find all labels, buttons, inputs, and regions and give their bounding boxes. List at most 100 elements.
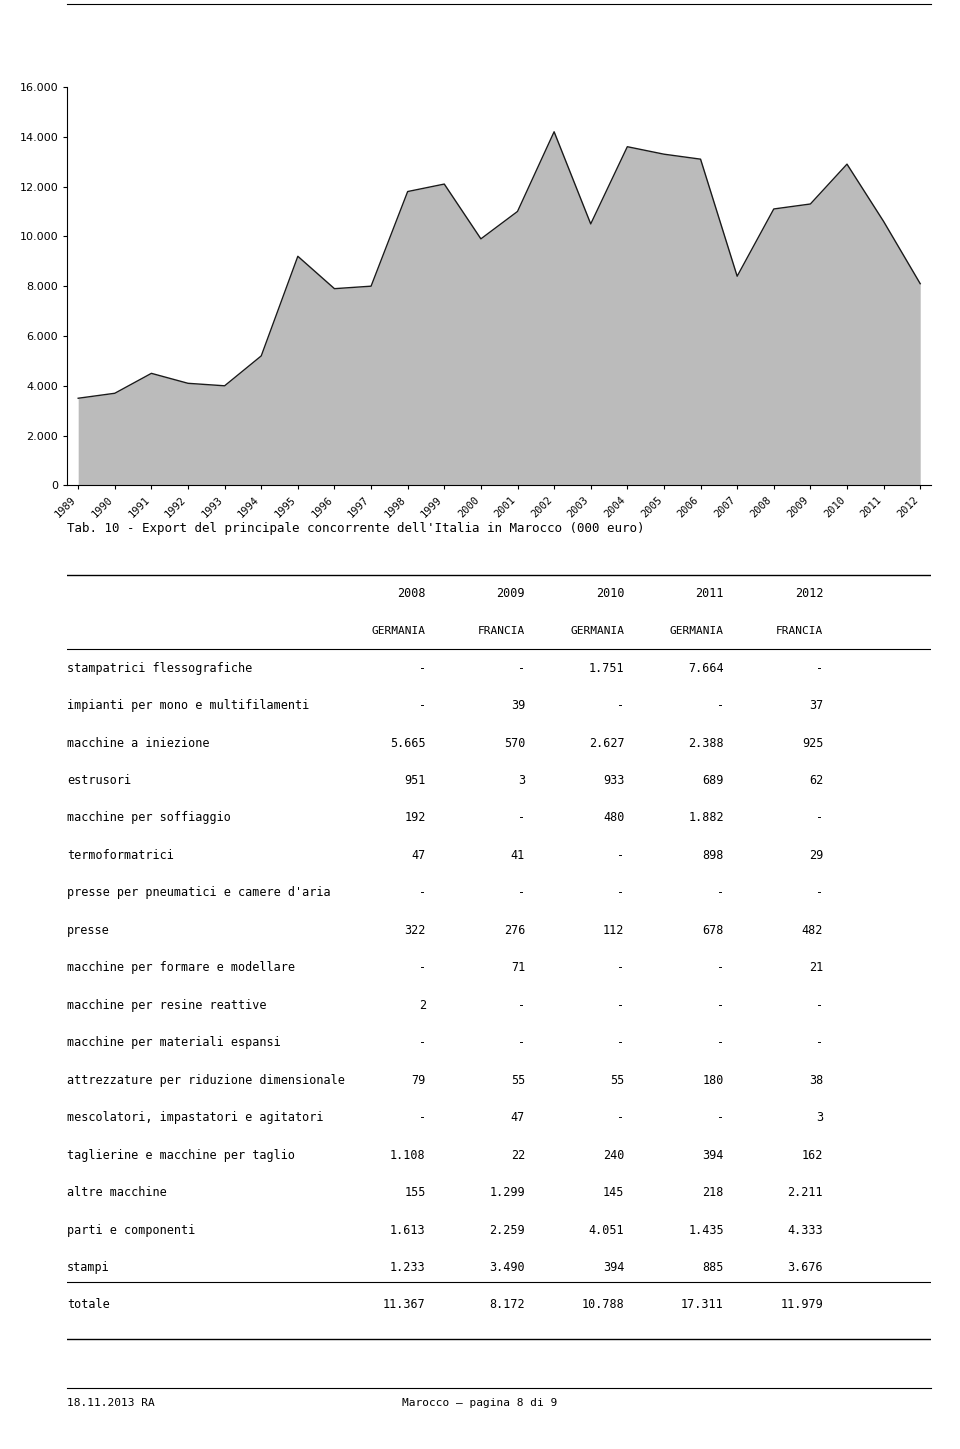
Text: macchine per resine reattive: macchine per resine reattive [67,998,267,1011]
Text: 3.676: 3.676 [787,1261,823,1274]
Text: 21: 21 [809,961,823,974]
Text: 1.435: 1.435 [688,1223,724,1236]
Text: 2008: 2008 [397,587,425,600]
Text: 79: 79 [412,1074,425,1087]
Text: -: - [419,887,425,900]
Text: -: - [617,887,624,900]
Text: macchine per soffiaggio: macchine per soffiaggio [67,811,231,824]
Text: -: - [816,998,823,1011]
Text: stampatrici flessografiche: stampatrici flessografiche [67,662,252,675]
Text: 1.233: 1.233 [390,1261,425,1274]
Text: -: - [419,698,425,711]
Text: 480: 480 [603,811,624,824]
Text: 145: 145 [603,1187,624,1200]
Text: GERMANIA: GERMANIA [670,626,724,636]
Text: attrezzature per riduzione dimensionale: attrezzature per riduzione dimensionale [67,1074,345,1087]
Text: mescolatori, impastatori e agitatori: mescolatori, impastatori e agitatori [67,1111,324,1124]
Text: 10.788: 10.788 [582,1298,624,1311]
Text: 925: 925 [802,736,823,749]
Text: -: - [816,662,823,675]
Text: 11.979: 11.979 [780,1298,823,1311]
Text: 41: 41 [511,849,525,862]
Text: impianti per mono e multifilamenti: impianti per mono e multifilamenti [67,698,309,711]
Text: -: - [419,1111,425,1124]
Text: 2009: 2009 [496,587,525,600]
Text: -: - [617,1111,624,1124]
Text: termoformatrici: termoformatrici [67,849,174,862]
Text: 2011: 2011 [695,587,724,600]
Text: -: - [518,887,525,900]
Text: taglierine e macchine per taglio: taglierine e macchine per taglio [67,1149,296,1162]
Text: 1.613: 1.613 [390,1223,425,1236]
Text: 4.333: 4.333 [787,1223,823,1236]
Text: -: - [617,961,624,974]
Text: parti e componenti: parti e componenti [67,1223,196,1236]
Text: 71: 71 [511,961,525,974]
Text: presse per pneumatici e camere d'aria: presse per pneumatici e camere d'aria [67,887,331,900]
Text: 898: 898 [703,849,724,862]
Text: -: - [518,1036,525,1049]
Text: 3.490: 3.490 [490,1261,525,1274]
Text: -: - [419,1036,425,1049]
Text: Tab. 10 - Export del principale concorrente dell'Italia in Marocco (000 euro): Tab. 10 - Export del principale concorre… [67,522,645,535]
Text: -: - [419,662,425,675]
Text: 38: 38 [809,1074,823,1087]
Text: 5.665: 5.665 [390,736,425,749]
Text: 240: 240 [603,1149,624,1162]
Text: 1.299: 1.299 [490,1187,525,1200]
Text: -: - [717,698,724,711]
Text: -: - [717,1036,724,1049]
Text: -: - [717,887,724,900]
Text: -: - [816,811,823,824]
Text: 22: 22 [511,1149,525,1162]
Text: macchine per materiali espansi: macchine per materiali espansi [67,1036,281,1049]
Text: -: - [617,849,624,862]
Text: 482: 482 [802,924,823,938]
Text: 62: 62 [809,774,823,787]
Text: presse: presse [67,924,110,938]
Text: -: - [617,698,624,711]
Text: FRANCIA: FRANCIA [478,626,525,636]
Text: estrusori: estrusori [67,774,132,787]
Text: GERMANIA: GERMANIA [372,626,425,636]
Text: 47: 47 [412,849,425,862]
Text: stampi: stampi [67,1261,110,1274]
Text: 2012: 2012 [795,587,823,600]
Text: -: - [617,998,624,1011]
Text: 18.11.2013 RA: 18.11.2013 RA [67,1398,155,1407]
Text: macchine per formare e modellare: macchine per formare e modellare [67,961,296,974]
Text: 17.311: 17.311 [681,1298,724,1311]
Text: 322: 322 [404,924,425,938]
Text: 678: 678 [703,924,724,938]
Text: 2: 2 [419,998,425,1011]
Text: -: - [717,1111,724,1124]
Text: 55: 55 [611,1074,624,1087]
Text: 55: 55 [511,1074,525,1087]
Text: FRANCIA: FRANCIA [776,626,823,636]
Text: 3: 3 [518,774,525,787]
Text: 47: 47 [511,1111,525,1124]
Text: 3: 3 [816,1111,823,1124]
Text: 8.172: 8.172 [490,1298,525,1311]
Text: totale: totale [67,1298,110,1311]
Text: 155: 155 [404,1187,425,1200]
Text: 162: 162 [802,1149,823,1162]
Text: GERMANIA: GERMANIA [570,626,624,636]
Text: 39: 39 [511,698,525,711]
Text: 2.627: 2.627 [588,736,624,749]
Text: -: - [518,662,525,675]
Text: macchine a iniezione: macchine a iniezione [67,736,209,749]
Text: -: - [717,961,724,974]
Text: 2.259: 2.259 [490,1223,525,1236]
Text: 2.388: 2.388 [688,736,724,749]
Text: 276: 276 [504,924,525,938]
Text: 11.367: 11.367 [383,1298,425,1311]
Text: 394: 394 [703,1149,724,1162]
Text: 218: 218 [703,1187,724,1200]
Text: 180: 180 [703,1074,724,1087]
Text: 2.211: 2.211 [787,1187,823,1200]
Text: 1.882: 1.882 [688,811,724,824]
Text: -: - [717,998,724,1011]
Text: 394: 394 [603,1261,624,1274]
Text: 933: 933 [603,774,624,787]
